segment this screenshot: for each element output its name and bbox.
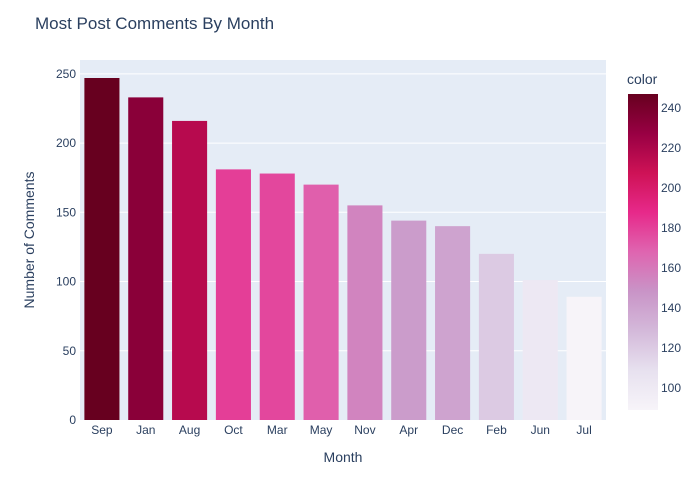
colorbar-tick-label: 140 [661, 301, 681, 315]
chart-title: Most Post Comments By Month [35, 14, 274, 33]
bar-sep [84, 78, 120, 420]
bar-oct [215, 169, 251, 420]
bar-dec [435, 226, 471, 420]
colorbar-tick-label: 160 [661, 261, 681, 275]
x-axis-title: Month [324, 449, 363, 465]
x-tick-label: May [310, 423, 333, 437]
x-tick-label: Jan [136, 423, 155, 437]
colorbar-title: color [627, 71, 658, 87]
x-axis-ticks: Sep Jan Aug Oct Mar May Nov Apr Dec Feb Jun Jul [91, 423, 592, 437]
bar-jul [566, 296, 602, 420]
bar-nov [347, 205, 383, 420]
bar-may [303, 184, 339, 420]
x-tick-label: Apr [399, 423, 418, 437]
colorbar-tick-label: 240 [661, 101, 681, 115]
bar-jun [522, 280, 558, 420]
bar-jan [128, 97, 164, 420]
y-axis-title: Number of Comments [21, 172, 37, 309]
colorbar-tick-label: 100 [661, 381, 681, 395]
plot-area [80, 60, 606, 420]
y-tick-label: 150 [56, 205, 76, 219]
x-tick-label: Jun [531, 423, 550, 437]
colorbar-tick-label: 120 [661, 341, 681, 355]
colorbar [628, 94, 658, 410]
y-tick-label: 100 [56, 275, 76, 289]
colorbar-ticks: 100 120 140 160 180 200 220 240 [661, 101, 681, 395]
colorbar-tick-label: 200 [661, 181, 681, 195]
bar-mar [259, 173, 295, 420]
x-tick-label: Feb [486, 423, 507, 437]
x-tick-label: Dec [442, 423, 463, 437]
y-axis-ticks: 0 50 100 150 200 250 [56, 67, 76, 427]
y-tick-label: 50 [63, 344, 77, 358]
colorbar-tick-label: 220 [661, 141, 681, 155]
bar-apr [391, 220, 427, 420]
bars [84, 78, 602, 420]
x-tick-label: Sep [91, 423, 113, 437]
bar-aug [172, 120, 208, 420]
x-tick-label: Oct [224, 423, 243, 437]
x-tick-label: Nov [354, 423, 375, 437]
gridlines [80, 73, 606, 352]
y-tick-label: 250 [56, 67, 76, 81]
y-tick-label: 0 [69, 413, 76, 427]
x-tick-label: Jul [576, 423, 591, 437]
y-tick-label: 200 [56, 136, 76, 150]
colorbar-tick-label: 180 [661, 221, 681, 235]
bar-feb [478, 253, 514, 420]
x-tick-label: Aug [179, 423, 200, 437]
x-tick-label: Mar [267, 423, 288, 437]
